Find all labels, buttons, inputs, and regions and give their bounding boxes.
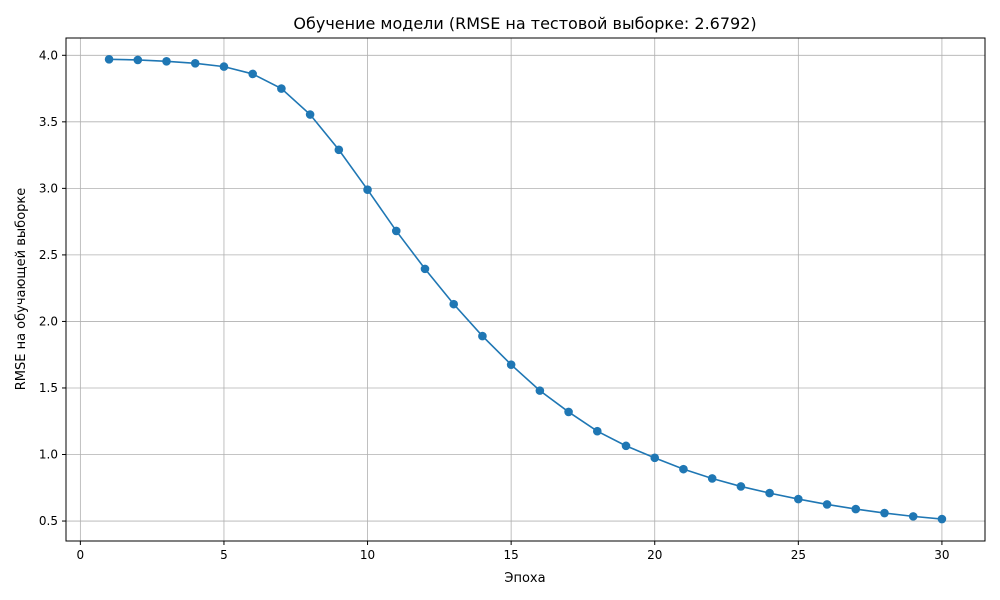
data-point [822,500,832,509]
x-axis-label: Эпоха [504,571,545,586]
data-point [707,474,717,483]
chart-title: Обучение модели (RMSE на тестовой выборк… [293,14,756,33]
y-tick-label: 3.5 [39,115,58,129]
data-point [736,482,746,491]
y-axis: 0.5 1.0 1.5 2.0 2.5 3.0 3.5 4.0 [39,48,66,528]
data-point [449,299,459,309]
x-tick-label: 5 [220,548,228,562]
data-point [219,62,229,71]
series-line [109,58,942,520]
data-point [420,264,430,274]
data-point [506,360,516,369]
data-point [765,488,774,498]
y-tick-label: 1.0 [39,448,58,462]
x-tick-label: 10 [360,548,375,562]
x-tick-label: 0 [77,548,85,562]
data-point [880,508,889,518]
y-tick-label: 3.0 [39,181,58,195]
data-point [478,331,487,341]
x-tick-label: 30 [934,548,949,562]
y-tick-label: 2.0 [39,314,58,328]
series-group [104,54,947,524]
data-point [363,185,372,194]
x-tick-label: 20 [647,548,662,562]
grid [66,38,985,541]
data-point [190,58,200,68]
data-point [104,54,114,64]
data-point [650,453,660,463]
data-point [277,84,286,93]
y-tick-label: 1.5 [39,381,58,395]
plot-frame [65,37,986,542]
data-point [851,504,861,514]
x-axis: 0 5 10 15 20 25 30 [77,541,950,562]
data-point [391,226,401,236]
data-point [334,145,344,155]
data-point [794,494,803,504]
x-tick-label: 25 [791,548,806,562]
data-point [679,464,688,474]
data-point [133,55,143,65]
y-tick-label: 4.0 [39,48,58,62]
data-point [592,426,602,436]
data-point [305,110,315,119]
data-point [248,69,257,79]
data-point [908,512,918,521]
data-point [535,386,545,395]
data-point [564,407,573,417]
y-tick-label: 0.5 [39,514,58,528]
y-axis-label: RMSE на обучающей выборке [14,188,29,391]
data-point [621,441,631,451]
data-point [937,514,947,524]
data-point [162,56,171,66]
x-tick-label: 15 [504,548,519,562]
y-tick-label: 2.5 [39,248,58,262]
